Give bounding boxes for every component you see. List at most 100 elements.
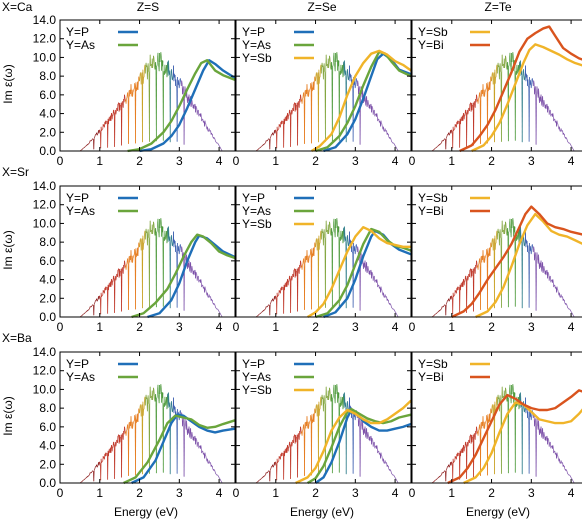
plot-frame (59, 19, 236, 152)
x-tick-label: 2 (312, 154, 319, 168)
spectrum-overlay (255, 52, 404, 152)
x-tick-label: 3 (176, 486, 183, 500)
legend-label: Y=P (242, 357, 265, 371)
legend: Y=PY=AsY=Sb (242, 357, 314, 397)
y-tick-label: 2.0 (39, 125, 56, 139)
x-tick-label: 4 (568, 320, 575, 334)
legend: Y=PY=AsY=Sb (242, 25, 314, 65)
y-tick-label: 12.0 (33, 364, 57, 378)
series-line-y-bi (447, 389, 582, 485)
x-tick-label: 2 (136, 154, 143, 168)
x-tick-label: 4 (568, 154, 575, 168)
y-tick-label: 6.0 (39, 88, 56, 102)
panel-2-2: 0 1 2 3 4 Y=SbY=Bi (409, 351, 582, 500)
plot-frame (235, 185, 412, 318)
panel-0-1: 0 1 2 3 4 Y=PY=AsY=Sb (233, 19, 412, 168)
x-tick-label: 1 (96, 486, 103, 500)
x-tick-label: 2 (488, 486, 495, 500)
x-tick-label: 0 (409, 154, 416, 168)
series-line-y-as (315, 50, 412, 153)
legend: Y=SbY=Bi (418, 357, 490, 384)
y-tick-label: 14.0 (33, 179, 57, 193)
y-tick-label: 12.0 (33, 32, 57, 46)
x-tick-label: 1 (448, 320, 455, 334)
x-tick-label: 1 (448, 486, 455, 500)
panel-1-2: 0 1 2 3 4 Y=SbY=Bi (409, 185, 582, 334)
x-tick-label: 2 (136, 486, 143, 500)
panel-0-0: 0 1 2 3 4 0.0 2.0 4.0 6.0 8.0 10.0 12.0 14.0 Y=PY=As (33, 13, 236, 168)
x-tick-label: 2 (136, 320, 143, 334)
row-header-0: X=Ca (2, 0, 33, 14)
legend-label: Y=P (242, 191, 265, 205)
series-line-y-bi (451, 205, 582, 319)
col-header-2: Z=Te (484, 0, 511, 14)
y-tick-label: 10.0 (33, 382, 57, 396)
plot-frame (59, 185, 236, 318)
spectrum-overlay (79, 52, 228, 152)
y-tick-label: 12.0 (33, 198, 57, 212)
legend: Y=PY=As (66, 357, 138, 384)
legend: Y=SbY=Bi (418, 25, 490, 52)
legend-label: Y=Sb (418, 25, 448, 39)
series-line-y-sb (310, 49, 412, 153)
y-tick-label: 10.0 (33, 50, 57, 64)
y-tick-label: 2.0 (39, 291, 56, 305)
series-line-y-p (131, 413, 236, 485)
legend-label: Y=P (66, 191, 89, 205)
x-tick-label: 3 (352, 486, 359, 500)
x-tick-label: 3 (528, 154, 535, 168)
ylabel-0: Im ε(ω) (1, 64, 15, 103)
row-header-2: X=Ba (2, 331, 32, 345)
series-line-y-sb (475, 212, 582, 319)
xlabel-0: Energy (eV) (114, 505, 178, 519)
x-tick-label: 0 (233, 154, 240, 168)
y-tick-label: 6.0 (39, 254, 56, 268)
y-tick-label: 8.0 (39, 235, 56, 249)
legend-label: Y=As (242, 38, 271, 52)
legend: Y=PY=As (66, 191, 138, 218)
y-tick-label: 6.0 (39, 420, 56, 434)
x-tick-label: 0 (57, 486, 64, 500)
x-tick-label: 3 (528, 486, 535, 500)
y-tick-label: 0.0 (39, 476, 56, 490)
series-line-y-as (127, 59, 236, 153)
y-tick-label: 0.0 (39, 144, 56, 158)
y-tick-label: 8.0 (39, 401, 56, 415)
series-line-y-sb (463, 401, 582, 485)
series-line-y-sb (471, 43, 582, 153)
x-tick-label: 4 (216, 154, 223, 168)
x-tick-label: 1 (96, 154, 103, 168)
x-tick-label: 3 (176, 320, 183, 334)
panel-2-1: 0 1 2 3 4 Y=PY=AsY=Sb (233, 351, 412, 500)
x-tick-label: 4 (392, 154, 399, 168)
y-tick-label: 4.0 (39, 107, 56, 121)
col-header-1: Z=Se (307, 0, 336, 14)
x-tick-label: 4 (568, 486, 575, 500)
panel-2-0: 0 1 2 3 4 0.0 2.0 4.0 6.0 8.0 10.0 12.0 14.0 Y=PY=As (33, 345, 236, 500)
legend: Y=PY=As (66, 25, 138, 52)
series-line-y-p (147, 234, 236, 319)
x-tick-label: 4 (392, 320, 399, 334)
y-tick-label: 0.0 (39, 310, 56, 324)
x-tick-label: 2 (488, 320, 495, 334)
panel-1-0: 0 1 2 3 4 0.0 2.0 4.0 6.0 8.0 10.0 12.0 14.0 Y=PY=As (33, 179, 236, 334)
series-line-y-as (123, 414, 236, 485)
x-tick-label: 0 (57, 154, 64, 168)
legend-label: Y=Sb (242, 217, 272, 231)
legend-label: Y=As (242, 204, 271, 218)
series-line-y-p (139, 59, 236, 153)
series-line-y-bi (459, 25, 582, 153)
panel-0-2: 0 1 2 3 4 Y=SbY=Bi (409, 19, 582, 168)
x-tick-label: 3 (528, 320, 535, 334)
ylabel-2: Im ε(ω) (1, 396, 15, 435)
legend-label: Y=Sb (242, 51, 272, 65)
spectrum-overlay (79, 384, 228, 484)
y-tick-label: 14.0 (33, 13, 57, 27)
plot-frame (411, 351, 582, 484)
series-line-y-sb (295, 399, 412, 485)
legend-label: Y=Sb (418, 191, 448, 205)
x-tick-label: 0 (57, 320, 64, 334)
legend-label: Y=P (66, 357, 89, 371)
x-tick-label: 4 (216, 486, 223, 500)
y-tick-label: 4.0 (39, 273, 56, 287)
